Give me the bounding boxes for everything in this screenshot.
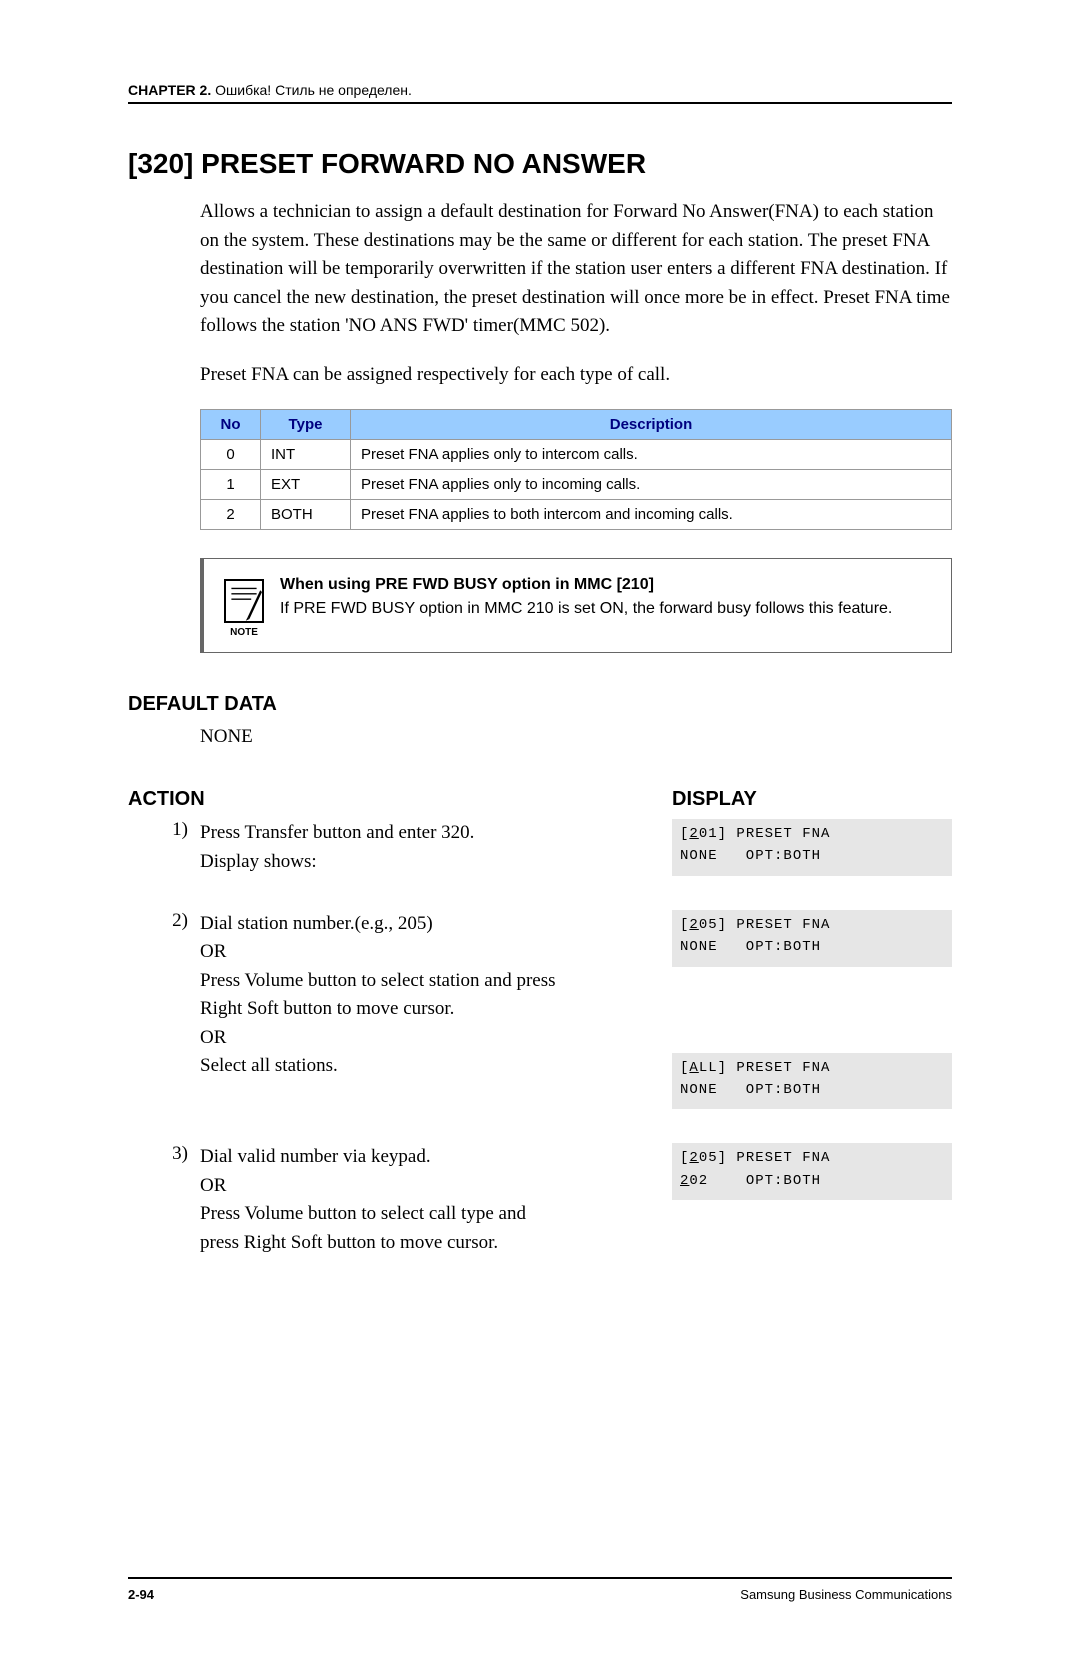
chapter-note: Ошибка! Стиль не определен. (215, 82, 412, 98)
default-data-value: NONE (200, 726, 952, 748)
lcd-display: [201] PRESET FNA NONE OPT:BOTH (672, 819, 952, 876)
steps-list: 1)Press Transfer button and enter 320.Di… (164, 819, 952, 1257)
step: 3)Dial valid number via keypad.ORPress V… (164, 1143, 952, 1257)
cell-desc: Preset FNA applies only to incoming call… (351, 470, 952, 500)
step-body: Press Transfer button and enter 320.Disp… (200, 819, 672, 890)
step-body: Dial station number.(e.g., 205)ORPress V… (200, 910, 672, 1124)
cell-no: 1 (201, 470, 261, 500)
step-number: 3) (164, 1143, 200, 1257)
th-no: No (201, 410, 261, 440)
step-number: 2) (164, 910, 200, 1124)
footer-company: Samsung Business Communications (740, 1587, 952, 1602)
step: 2)Dial station number.(e.g., 205)ORPress… (164, 910, 952, 1124)
lcd-display: [ALL] PRESET FNA NONE OPT:BOTH (672, 1053, 952, 1110)
lcd-display: [205] PRESET FNA NONE OPT:BOTH (672, 910, 952, 967)
default-data-heading: DEFAULT DATA (128, 693, 952, 716)
note-label: NOTE (230, 627, 258, 638)
cell-desc: Preset FNA applies to both intercom and … (351, 500, 952, 530)
lcd-display: [205] PRESET FNA 202 OPT:BOTH (672, 1143, 952, 1200)
note-title: When using PRE FWD BUSY option in MMC [2… (280, 576, 654, 593)
note-body: If PRE FWD BUSY option in MMC 210 is set… (280, 600, 892, 617)
page-title: [320] PRESET FORWARD NO ANSWER (128, 148, 952, 180)
th-description: Description (351, 410, 952, 440)
th-type: Type (261, 410, 351, 440)
lcd-spacer (672, 981, 952, 1053)
cell-type: EXT (261, 470, 351, 500)
table-row: 1 EXT Preset FNA applies only to incomin… (201, 470, 952, 500)
action-heading: ACTION (128, 788, 205, 811)
action-display-headings: ACTION DISPLAY (128, 788, 952, 811)
intro-text: Allows a technician to assign a default … (200, 198, 952, 389)
step: 1)Press Transfer button and enter 320.Di… (164, 819, 952, 890)
footer-page-number: 2-94 (128, 1587, 154, 1602)
note-icon (224, 579, 264, 623)
step-displays: [205] PRESET FNA 202 OPT:BOTH (672, 1143, 952, 1257)
fna-type-table: No Type Description 0 INT Preset FNA app… (200, 409, 952, 530)
note-text: When using PRE FWD BUSY option in MMC [2… (274, 573, 935, 621)
step-displays: [201] PRESET FNA NONE OPT:BOTH (672, 819, 952, 890)
cell-no: 0 (201, 440, 261, 470)
step-number: 1) (164, 819, 200, 890)
cell-desc: Preset FNA applies only to intercom call… (351, 440, 952, 470)
step-body: Dial valid number via keypad.ORPress Vol… (200, 1143, 672, 1257)
chapter-label: CHAPTER 2. (128, 82, 211, 98)
table-row: 2 BOTH Preset FNA applies to both interc… (201, 500, 952, 530)
display-heading: DISPLAY (672, 788, 952, 811)
step-displays: [205] PRESET FNA NONE OPT:BOTH [ALL] PRES… (672, 910, 952, 1124)
page-header: CHAPTER 2. Ошибка! Стиль не определен. (128, 82, 952, 104)
page-footer: 2-94 Samsung Business Communications (128, 1577, 952, 1602)
cell-type: INT (261, 440, 351, 470)
paragraph-2: Preset FNA can be assigned respectively … (200, 361, 952, 390)
note-box: NOTE When using PRE FWD BUSY option in M… (200, 558, 952, 653)
paragraph-1: Allows a technician to assign a default … (200, 198, 952, 341)
table-row: 0 INT Preset FNA applies only to interco… (201, 440, 952, 470)
note-icon-column: NOTE (214, 579, 274, 638)
cell-no: 2 (201, 500, 261, 530)
cell-type: BOTH (261, 500, 351, 530)
